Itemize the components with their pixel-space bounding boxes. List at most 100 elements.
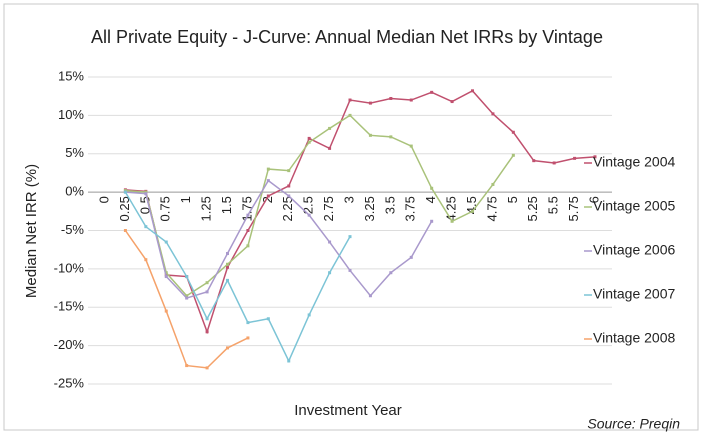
point-marker <box>185 294 189 298</box>
point-marker <box>144 225 148 229</box>
point-marker <box>164 240 168 244</box>
point-marker <box>226 265 229 269</box>
x-tick-label: 2.75 <box>321 196 336 221</box>
x-tick-label: 3.5 <box>382 196 397 214</box>
x-tick-label: 4 <box>423 196 438 203</box>
point-marker <box>328 240 332 244</box>
point-marker <box>246 213 250 217</box>
point-marker <box>123 190 127 194</box>
point-marker <box>123 189 127 193</box>
point-marker <box>450 100 454 104</box>
point-marker <box>185 364 189 368</box>
x-tick-label: 5 <box>505 196 520 203</box>
point-marker <box>205 366 209 370</box>
point-marker <box>307 136 311 140</box>
x-tick-label: 4.75 <box>484 196 499 221</box>
point-marker <box>430 90 434 94</box>
point-marker <box>226 346 229 350</box>
point-marker <box>246 336 250 340</box>
point-marker <box>246 229 250 232</box>
series-line <box>125 89 596 335</box>
y-tick-label: 10% <box>58 107 84 122</box>
point-marker <box>226 252 229 256</box>
point-marker <box>164 275 168 279</box>
point-marker <box>491 182 495 186</box>
point-marker <box>164 271 168 275</box>
point-marker <box>246 321 250 325</box>
x-tick-label: 2.5 <box>301 196 316 214</box>
point-marker <box>144 192 148 196</box>
legend-label: Vintage 2006 <box>593 242 675 258</box>
point-marker <box>205 290 209 294</box>
point-marker <box>389 96 393 100</box>
point-marker <box>409 98 413 102</box>
x-tick-label: 2 <box>260 196 275 203</box>
point-marker <box>389 271 393 275</box>
point-marker <box>409 255 413 259</box>
x-tick-label: 1 <box>178 196 193 203</box>
x-tick-label: 0.25 <box>117 196 132 221</box>
point-marker <box>287 169 291 173</box>
point-marker <box>144 258 148 262</box>
point-marker <box>226 262 229 266</box>
x-tick-label: 5.5 <box>546 196 561 214</box>
x-axis-label: Investment Year <box>294 402 402 419</box>
x-tick-label: 3.25 <box>362 196 377 221</box>
point-marker <box>205 330 209 334</box>
point-marker <box>552 161 556 165</box>
point-marker <box>226 278 229 282</box>
y-tick-label: -5% <box>61 222 85 237</box>
y-tick-label: -25% <box>54 375 85 390</box>
point-marker <box>266 317 270 321</box>
point-marker <box>328 271 332 275</box>
point-marker <box>266 194 270 198</box>
point-marker <box>368 101 372 105</box>
point-marker <box>287 194 291 198</box>
point-marker <box>266 179 270 183</box>
point-marker <box>307 313 311 317</box>
point-marker <box>368 294 372 298</box>
x-tick-label: 1.25 <box>199 196 214 221</box>
x-tick-label: 5.25 <box>525 196 540 221</box>
point-marker <box>409 144 413 148</box>
point-marker <box>532 159 536 163</box>
point-marker <box>348 235 352 239</box>
legend-label: Vintage 2005 <box>593 198 675 214</box>
point-marker <box>348 98 352 102</box>
legend-label: Vintage 2008 <box>593 330 675 346</box>
point-marker <box>511 153 515 157</box>
point-marker <box>246 244 250 248</box>
point-marker <box>593 155 597 159</box>
point-marker <box>164 309 168 313</box>
legend-label: Vintage 2007 <box>593 286 675 302</box>
point-marker <box>389 135 393 139</box>
x-tick-label: 0.75 <box>158 196 173 221</box>
series-line <box>125 114 514 297</box>
point-marker <box>307 140 311 144</box>
x-tick-label: 3 <box>341 196 356 203</box>
point-marker <box>205 317 209 321</box>
point-marker <box>348 113 352 117</box>
point-marker <box>450 219 454 223</box>
chart-title: All Private Equity - J-Curve: Annual Med… <box>91 27 603 47</box>
x-tick-label: 2.25 <box>280 196 295 221</box>
point-marker <box>307 213 311 217</box>
point-marker <box>185 275 189 279</box>
x-tick-label: 6 <box>586 196 601 203</box>
legend-label: Vintage 2004 <box>593 154 675 170</box>
point-marker <box>491 112 495 116</box>
point-marker <box>511 130 515 134</box>
series-line <box>124 191 351 363</box>
y-tick-label: 15% <box>58 68 84 83</box>
point-marker <box>368 133 372 137</box>
point-marker <box>287 359 291 363</box>
series-line <box>125 179 433 299</box>
point-marker <box>328 126 332 130</box>
point-marker <box>144 190 148 194</box>
x-tick-label: 1.75 <box>239 196 254 221</box>
y-axis-label: Median Net IRR (%) <box>23 164 40 298</box>
y-tick-label: -15% <box>54 299 85 314</box>
point-marker <box>266 167 270 171</box>
point-marker <box>205 281 209 285</box>
point-marker <box>348 268 352 272</box>
